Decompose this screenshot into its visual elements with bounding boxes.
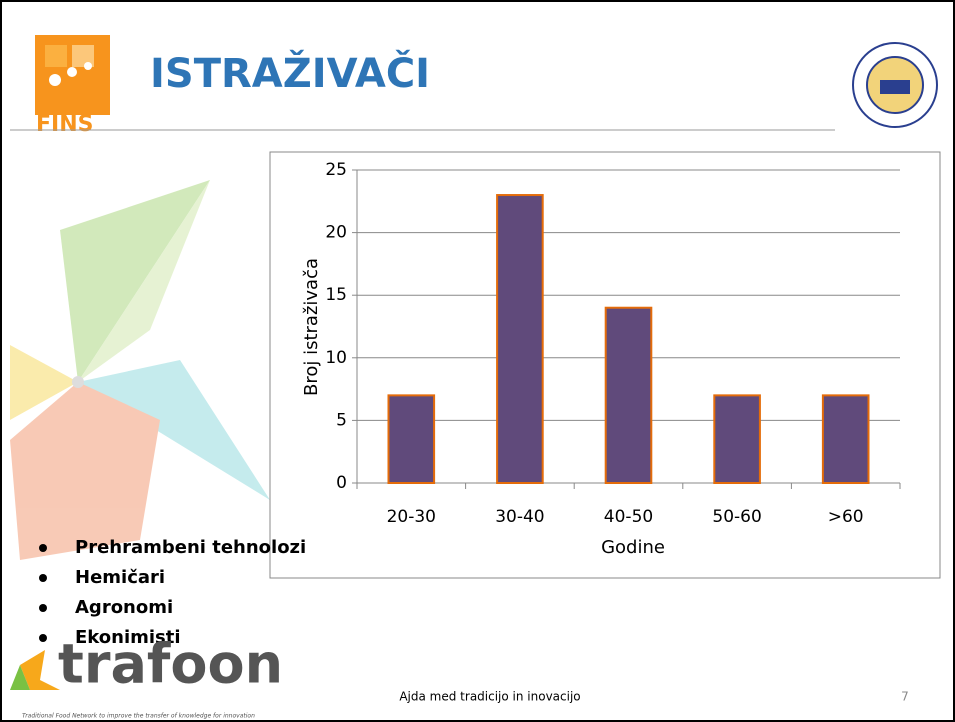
y-tick-label: 25 xyxy=(325,160,347,180)
bullet-dot xyxy=(39,634,47,642)
x-tick-label: 30-40 xyxy=(495,507,544,527)
bullet-text: Agronomi xyxy=(75,597,173,618)
bullet-text: Hemičari xyxy=(75,567,165,588)
bar xyxy=(823,395,869,483)
bullet-dot xyxy=(39,604,47,612)
y-tick-label: 0 xyxy=(336,473,347,493)
bar xyxy=(497,195,543,483)
y-tick-label: 20 xyxy=(325,223,347,243)
logo-tagline: Traditional Food Network to improve the … xyxy=(22,713,255,720)
footer-text: Ajda med tradicijo in inovacijo xyxy=(399,690,580,704)
x-tick-label: 20-30 xyxy=(387,507,436,527)
bullet-dot xyxy=(39,574,47,582)
logo-text: FINS xyxy=(36,112,93,137)
bullet-text: Prehrambeni tehnolozi xyxy=(75,537,306,558)
page-number: 7 xyxy=(901,690,909,704)
bullet-dot xyxy=(39,544,47,552)
logo-text: trafoon xyxy=(58,633,283,696)
y-tick-label: 5 xyxy=(336,410,347,430)
x-axis-label: Godine xyxy=(601,537,665,558)
slide-title: ISTRAŽIVAČI xyxy=(150,49,430,97)
x-tick-label: 40-50 xyxy=(604,507,653,527)
y-tick-label: 10 xyxy=(325,348,347,368)
bar xyxy=(606,308,652,483)
page: {"header": {"title": "ISTRAŽIVAČI", "log… xyxy=(0,0,955,722)
y-axis-label: Broj istraživača xyxy=(301,258,322,396)
pinwheel-center xyxy=(72,376,84,388)
slide: FINS ISTRAŽIVAČI Godine Broj istraživača… xyxy=(0,0,955,722)
bar xyxy=(714,395,760,483)
university-seal xyxy=(853,43,937,127)
y-tick-label: 15 xyxy=(325,285,347,305)
x-tick-label: 50-60 xyxy=(712,507,761,527)
bar xyxy=(388,395,434,483)
x-tick-label: >60 xyxy=(828,507,864,527)
